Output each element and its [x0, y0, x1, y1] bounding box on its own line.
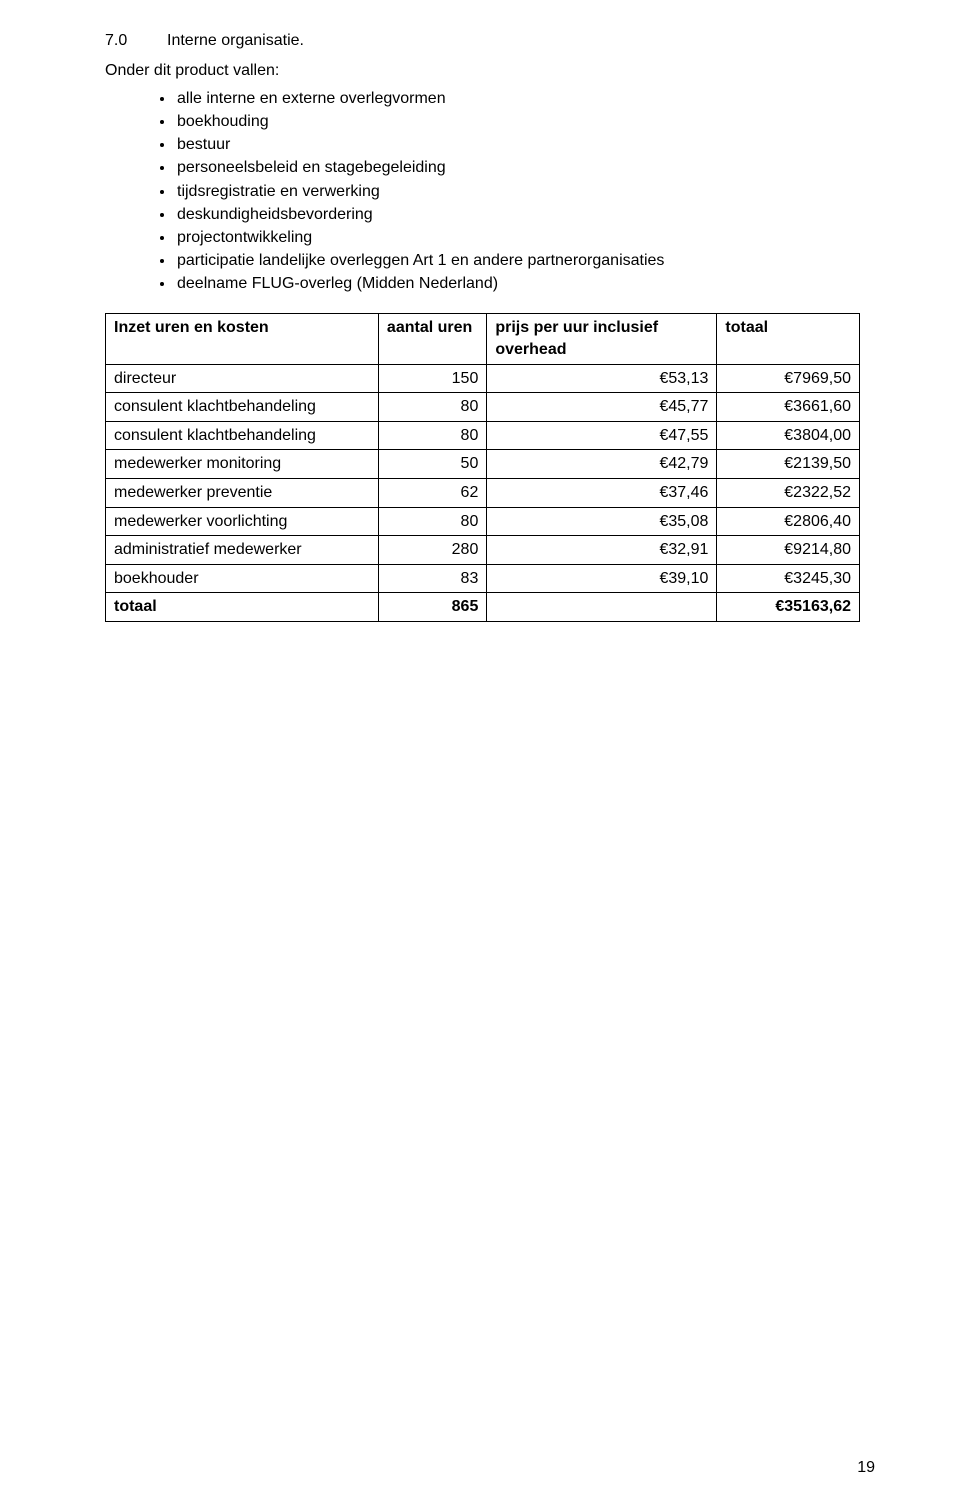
cell-total: €3661,60 [717, 393, 860, 422]
cell-role: administratief medewerker [106, 536, 379, 565]
cell-total-price [487, 593, 717, 622]
cell-hours: 150 [378, 364, 486, 393]
table-row: boekhouder 83 €39,10 €3245,30 [106, 564, 860, 593]
table-row: directeur 150 €53,13 €7969,50 [106, 364, 860, 393]
cell-hours: 280 [378, 536, 486, 565]
cell-price: €53,13 [487, 364, 717, 393]
table-row: consulent klachtbehandeling 80 €47,55 €3… [106, 421, 860, 450]
table-row: medewerker voorlichting 80 €35,08 €2806,… [106, 507, 860, 536]
list-item: participatie landelijke overleggen Art 1… [175, 249, 855, 272]
cell-price: €47,55 [487, 421, 717, 450]
cell-role: consulent klachtbehandeling [106, 393, 379, 422]
col-header-price: prijs per uur inclusief overhead [487, 314, 717, 364]
cell-total: €3804,00 [717, 421, 860, 450]
list-item: projectontwikkeling [175, 226, 855, 249]
cell-price: €32,91 [487, 536, 717, 565]
bullet-list: alle interne en externe overlegvormen bo… [175, 87, 855, 296]
table-header-row: Inzet uren en kosten aantal uren prijs p… [106, 314, 860, 364]
cell-total-sum: €35163,62 [717, 593, 860, 622]
table-footer-row: totaal 865 €35163,62 [106, 593, 860, 622]
cell-price: €45,77 [487, 393, 717, 422]
cell-hours: 50 [378, 450, 486, 479]
cell-total-label: totaal [106, 593, 379, 622]
cell-price: €42,79 [487, 450, 717, 479]
cell-price: €35,08 [487, 507, 717, 536]
cell-hours: 80 [378, 507, 486, 536]
cell-price: €39,10 [487, 564, 717, 593]
list-item: deskundigheidsbevordering [175, 203, 855, 226]
table-row: consulent klachtbehandeling 80 €45,77 €3… [106, 393, 860, 422]
cell-price: €37,46 [487, 479, 717, 508]
cell-total: €7969,50 [717, 364, 860, 393]
cell-hours: 62 [378, 479, 486, 508]
page: 7.0 Interne organisatie. Onder dit produ… [0, 0, 960, 1499]
col-header-role: Inzet uren en kosten [106, 314, 379, 364]
cell-role: medewerker voorlichting [106, 507, 379, 536]
table-row: medewerker monitoring 50 €42,79 €2139,50 [106, 450, 860, 479]
cell-hours: 83 [378, 564, 486, 593]
cell-total: €2139,50 [717, 450, 860, 479]
cell-total: €9214,80 [717, 536, 860, 565]
section-title: Interne organisatie. [167, 30, 304, 52]
page-number: 19 [857, 1459, 875, 1477]
cell-role: consulent klachtbehandeling [106, 421, 379, 450]
col-header-total: totaal [717, 314, 860, 364]
section-number: 7.0 [105, 30, 167, 52]
section-heading: 7.0 Interne organisatie. [105, 30, 855, 52]
list-item: deelname FLUG-overleg (Midden Nederland) [175, 272, 855, 295]
list-item: bestuur [175, 133, 855, 156]
cell-role: boekhouder [106, 564, 379, 593]
table-row: administratief medewerker 280 €32,91 €92… [106, 536, 860, 565]
cell-total: €2806,40 [717, 507, 860, 536]
cell-role: directeur [106, 364, 379, 393]
list-item: alle interne en externe overlegvormen [175, 87, 855, 110]
list-item: tijdsregistratie en verwerking [175, 180, 855, 203]
cell-role: medewerker monitoring [106, 450, 379, 479]
col-header-hours: aantal uren [378, 314, 486, 364]
cell-total: €3245,30 [717, 564, 860, 593]
table-row: medewerker preventie 62 €37,46 €2322,52 [106, 479, 860, 508]
cell-hours: 80 [378, 393, 486, 422]
list-item: personeelsbeleid en stagebegeleiding [175, 156, 855, 179]
cell-hours: 80 [378, 421, 486, 450]
cell-total: €2322,52 [717, 479, 860, 508]
cell-role: medewerker preventie [106, 479, 379, 508]
list-item: boekhouding [175, 110, 855, 133]
intro-text: Onder dit product vallen: [105, 60, 855, 82]
cell-total-hours: 865 [378, 593, 486, 622]
cost-table: Inzet uren en kosten aantal uren prijs p… [105, 313, 860, 622]
